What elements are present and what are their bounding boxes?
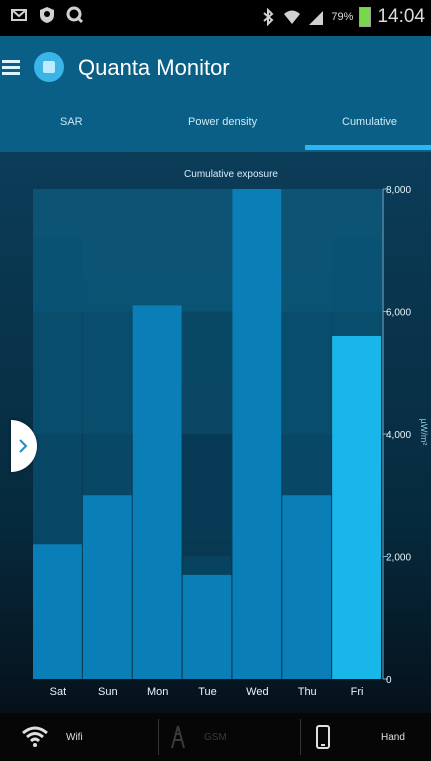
app-bar: Quanta Monitor <box>0 36 431 98</box>
message-icon <box>11 9 27 21</box>
x-tick-label: Mon <box>147 686 168 698</box>
chart-bar <box>33 544 82 679</box>
chart-title: Cumulative exposure <box>184 169 278 180</box>
menu-icon[interactable] <box>2 60 20 75</box>
tab-cumulative[interactable]: Cumulative <box>342 116 398 128</box>
app-logo-icon <box>34 52 64 82</box>
phone-icon <box>316 725 330 749</box>
x-tick-label: Fri <box>351 686 364 698</box>
chart-bar <box>232 189 282 679</box>
chart-bar <box>182 574 232 679</box>
bottom-item-hand[interactable]: Hand <box>315 723 405 751</box>
shield-icon <box>40 7 54 23</box>
bluetooth-icon <box>263 8 274 26</box>
chart-bar <box>132 305 182 679</box>
wifi-icon <box>22 726 48 747</box>
bottom-item-hand-label: Hand <box>381 731 405 743</box>
status-time: 14:04 <box>377 6 425 27</box>
chevron-right-icon <box>19 439 28 453</box>
tab-sar[interactable]: SAR <box>60 116 83 128</box>
x-tick-label: Thu <box>298 686 317 698</box>
chart-band <box>33 189 382 312</box>
x-tick-label: Sat <box>50 686 67 698</box>
tab-bar: SAR Power density Cumulative <box>0 98 431 152</box>
status-bar: 79% 14:04 <box>0 0 431 36</box>
x-categories-layer: Sat Sun Mon Tue Wed Thu Fri <box>50 686 364 698</box>
x-tick-label: Sun <box>98 686 118 698</box>
bottom-divider <box>158 719 159 755</box>
status-left <box>10 6 84 24</box>
status-right: 79% 14:04 <box>259 6 425 28</box>
y-tick-label: 2,000 <box>386 553 411 564</box>
q-icon <box>66 6 84 24</box>
chart-bar <box>82 495 132 679</box>
y-tick-label: 4,000 <box>386 430 411 441</box>
bars-layer <box>33 189 382 679</box>
chart-bar <box>332 336 381 679</box>
bottom-divider <box>300 719 301 755</box>
bottom-bar: Wifi GSM Hand <box>0 713 431 761</box>
y-tick-label: 0 <box>386 675 392 686</box>
cumulative-exposure-chart: Cumulative exposure µW/m² 0 2,000 4,000 6,0… <box>33 169 429 698</box>
battery-icon <box>359 7 372 27</box>
x-tick-label: Tue <box>198 686 217 698</box>
battery-percent: 79% <box>331 11 354 23</box>
wifi-icon <box>284 10 301 24</box>
tab-selected-indicator <box>305 145 431 150</box>
tower-icon <box>171 725 185 749</box>
x-tick-label: Wed <box>246 686 268 698</box>
tab-power-density[interactable]: Power density <box>188 116 258 128</box>
y-axis-label: µW/m² <box>419 419 429 446</box>
bottom-item-gsm-label: GSM <box>204 731 227 743</box>
signal-icon <box>309 11 324 25</box>
y-tick-label: 8,000 <box>386 185 411 196</box>
y-tick-label: 6,000 <box>386 308 411 319</box>
bottom-item-wifi[interactable]: Wifi <box>22 723 83 751</box>
y-ticks-layer: 0 2,000 4,000 6,000 8,000 <box>382 185 411 686</box>
bottom-item-gsm[interactable]: GSM <box>170 723 227 751</box>
chart-bar <box>282 495 332 679</box>
bottom-item-wifi-label: Wifi <box>66 731 83 743</box>
app-title: Quanta Monitor <box>78 55 230 80</box>
